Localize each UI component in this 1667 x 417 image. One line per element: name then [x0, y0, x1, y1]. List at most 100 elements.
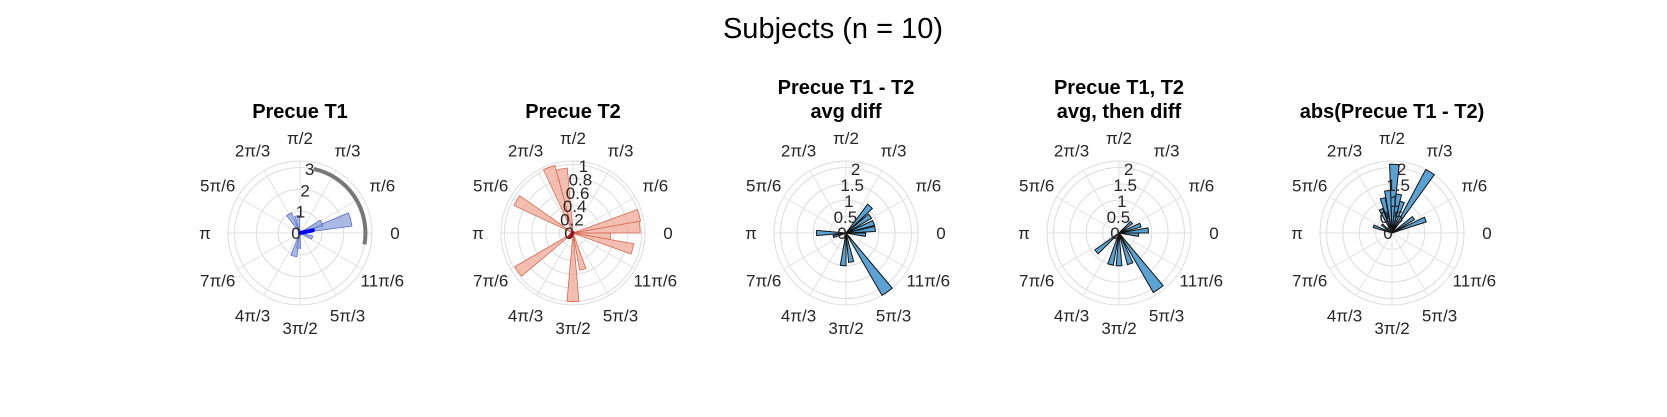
- polar-panel-1: Precue T1 0 π/6 π/3 π/2 2π/35π/6 π 7π/64π/3 3π/2…: [199, 101, 404, 338]
- angular-gridline: [1329, 232, 1393, 270]
- angular-gridline: [237, 232, 301, 270]
- histogram-bar: [1118, 227, 1149, 234]
- histogram-bar: [845, 203, 874, 234]
- angle-tick-label: 5π/3: [1149, 306, 1184, 325]
- angle-tick-label: 2π/3: [508, 142, 543, 161]
- angular-gridline: [1118, 232, 1182, 270]
- histogram-bar: [1115, 232, 1123, 267]
- angular-gridline: [1329, 196, 1393, 234]
- angle-tick-label: 11π/6: [361, 272, 405, 291]
- angle-tick-label: 0: [1209, 224, 1218, 243]
- angle-tick-label: 7π/6: [746, 272, 781, 291]
- angle-tick-label: π/3: [335, 142, 361, 161]
- radial-tick-label: 0: [1383, 224, 1392, 243]
- angle-tick-label: 5π/6: [1292, 177, 1327, 196]
- angular-gridline: [1056, 196, 1120, 234]
- histogram-bar: [294, 215, 301, 234]
- radial-tick-label: 2: [851, 160, 860, 179]
- panel-title: avg diff: [810, 101, 881, 123]
- angle-tick-label: 5π/6: [1019, 177, 1054, 196]
- radial-tick-label: 1: [844, 192, 853, 211]
- angular-gridline: [1118, 170, 1156, 234]
- angle-tick-label: π: [199, 224, 211, 243]
- radial-tick-label: 1: [296, 203, 305, 222]
- radial-tick-label: 2: [1397, 160, 1406, 179]
- radial-tick-label: 1.5: [840, 176, 864, 195]
- angular-gridline: [783, 232, 847, 270]
- angular-gridline: [572, 232, 636, 270]
- angle-tick-label: 5π/3: [876, 306, 911, 325]
- histogram-bar: [1107, 232, 1120, 266]
- angle-tick-label: 0: [390, 224, 399, 243]
- angle-tick-label: 5π/6: [473, 177, 508, 196]
- angle-tick-label: π/6: [1461, 177, 1487, 196]
- angle-tick-label: 4π/3: [1054, 306, 1089, 325]
- angle-tick-label: 2π/3: [1327, 142, 1362, 161]
- histogram-bar: [845, 232, 855, 263]
- angle-tick-label: 4π/3: [781, 306, 816, 325]
- radial-tick-label: 1: [579, 157, 588, 176]
- angle-tick-label: 5π/3: [603, 306, 638, 325]
- angle-tick-label: 4π/3: [1327, 306, 1362, 325]
- mean-vector: [298, 228, 315, 235]
- angular-gridline: [299, 232, 337, 296]
- angle-tick-label: π/2: [560, 129, 586, 148]
- histogram-bar: [845, 232, 893, 297]
- histogram-bar: [845, 213, 873, 234]
- angular-gridline: [1355, 232, 1393, 296]
- angular-gridline: [1391, 232, 1429, 296]
- histogram-bar: [1391, 215, 1416, 234]
- angle-tick-label: 5π/6: [746, 177, 781, 196]
- histogram-bar: [542, 164, 574, 234]
- histogram-bar: [832, 232, 847, 239]
- panel-title: Precue T1, T2: [1054, 77, 1184, 99]
- angle-tick-label: π/2: [1379, 129, 1405, 148]
- angular-gridline: [572, 170, 610, 234]
- radial-tick-label: 0: [291, 224, 300, 243]
- angle-tick-label: 11π/6: [634, 272, 678, 291]
- histogram-bar: [296, 232, 302, 249]
- panel-title: Precue T1 - T2: [778, 77, 915, 99]
- histogram-bar: [845, 219, 876, 234]
- histogram-bar: [286, 212, 301, 234]
- angular-gridline: [845, 170, 883, 234]
- mean-vector: [567, 231, 575, 239]
- histogram-bar: [839, 232, 847, 267]
- figure-title: Subjects (n = 10): [723, 13, 943, 45]
- radial-tick-label: 2: [1124, 160, 1133, 179]
- radial-tick-label: 0.2: [560, 211, 584, 230]
- radial-tick-label: 0.6: [566, 184, 590, 203]
- angle-tick-label: π: [1018, 224, 1030, 243]
- polar-panel-2: Precue T2 0 π/6 π/3 π/2 2π/35π/6 π 7π/64π/3 3π/2…: [472, 101, 677, 338]
- angle-tick-label: π: [1291, 224, 1303, 243]
- angular-gridline: [299, 170, 337, 234]
- radial-tick-label: 0.8: [569, 170, 593, 189]
- angle-tick-label: π/3: [1427, 142, 1453, 161]
- angle-tick-label: 0: [1482, 224, 1491, 243]
- histogram-bar: [1372, 224, 1393, 234]
- histogram-bar: [816, 229, 847, 237]
- histogram-bar: [1378, 207, 1393, 234]
- angular-gridline: [1391, 232, 1455, 270]
- angle-tick-label: 5π/3: [1422, 306, 1457, 325]
- radial-tick-label: 1.5: [1386, 176, 1410, 195]
- angular-gridline: [1118, 196, 1182, 234]
- angle-tick-label: 5π/6: [200, 177, 235, 196]
- histogram-bar: [514, 232, 574, 277]
- angle-tick-label: 4π/3: [508, 306, 543, 325]
- panel-title: Precue T1: [252, 101, 348, 123]
- angle-tick-label: 2π/3: [781, 142, 816, 161]
- confidence-arc: [313, 167, 368, 245]
- angular-gridline: [1082, 170, 1120, 234]
- polar-panel-5: abs(Precue T1 - T2) 0 π/6 π/3 π/2 2π/35π/6 π 7π…: [1291, 101, 1496, 338]
- angle-tick-label: 7π/6: [1292, 272, 1327, 291]
- radial-tick-label: 0.5: [1107, 208, 1131, 227]
- histogram-bar: [845, 225, 876, 234]
- angle-tick-label: 0: [663, 224, 672, 243]
- angular-gridline: [1056, 232, 1120, 270]
- histogram-bar: [566, 232, 580, 302]
- radial-tick-label: 2: [300, 181, 309, 200]
